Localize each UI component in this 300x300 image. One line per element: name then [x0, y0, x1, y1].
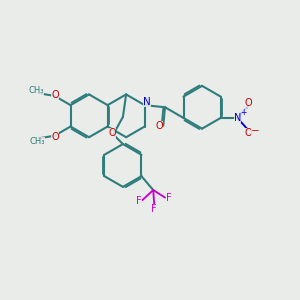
Text: O: O	[51, 132, 59, 142]
Text: O: O	[245, 128, 252, 138]
Text: N: N	[143, 97, 151, 106]
Text: O: O	[109, 128, 116, 138]
Text: CH₃: CH₃	[29, 86, 44, 95]
Text: O: O	[51, 89, 59, 100]
Text: CH₃: CH₃	[30, 137, 45, 146]
Text: −: −	[251, 126, 260, 136]
Text: +: +	[241, 107, 247, 116]
Text: N: N	[234, 113, 241, 123]
Text: O: O	[156, 121, 163, 131]
Text: F: F	[136, 196, 142, 206]
Text: O: O	[245, 98, 252, 108]
Text: F: F	[166, 194, 171, 203]
Text: F: F	[152, 204, 157, 214]
